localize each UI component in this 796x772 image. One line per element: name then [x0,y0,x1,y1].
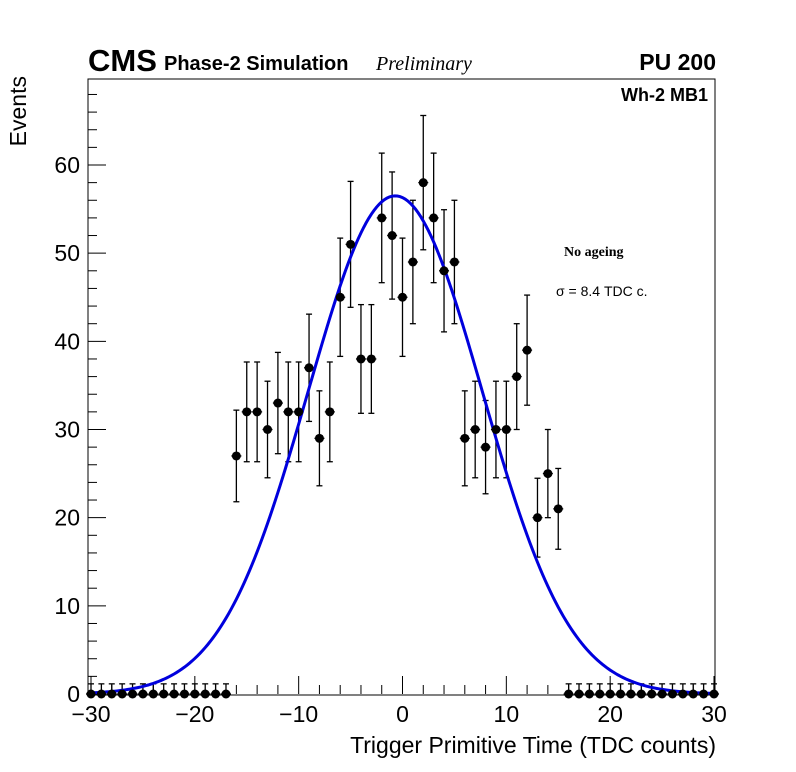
x-tick-labels: −30 −20 −10 0 10 20 30 [71,701,726,727]
data-point [273,398,283,408]
data-point [657,689,667,699]
data-point [595,689,605,699]
data-point [501,425,511,434]
pileup-label: PU 200 [639,49,716,75]
data-point [179,689,189,699]
data-point [169,689,179,699]
x-tick-label: −20 [175,701,214,727]
data-point [626,689,636,699]
data-point [346,239,356,249]
data-point [138,689,148,699]
y-tick-label: 0 [67,681,80,707]
data-point [512,372,522,382]
data-point [325,407,335,417]
y-tick-label: 10 [54,593,80,619]
data-points [86,178,719,699]
data-point [221,689,231,699]
data-point [699,689,709,699]
data-point [543,469,553,479]
data-point [636,689,646,699]
data-point [647,689,657,699]
data-point [304,363,314,373]
data-point [564,689,574,699]
y-tick-labels: 0 10 20 30 40 50 60 [54,152,80,707]
data-point [356,354,366,364]
data-point [314,433,324,443]
data-point [688,689,698,699]
data-point [460,433,470,443]
data-point [159,689,169,699]
data-point [709,689,719,699]
x-tick-label: 0 [396,701,409,727]
data-point [117,689,127,699]
data-point [148,689,158,699]
data-point [366,354,376,364]
x-tick-label: 10 [494,701,520,727]
data-point [200,689,210,699]
sigma-annotation: σ = 8.4 TDC c. [556,283,648,299]
data-point [335,292,345,302]
data-point [429,213,439,223]
data-point [190,689,200,699]
error-bars [86,114,719,695]
data-point [242,407,252,417]
gaussian-fit-line [90,194,715,695]
data-point [211,689,221,699]
ageing-annotation: No ageing [564,245,624,260]
data-point [387,231,397,241]
data-point [294,407,304,417]
x-axis-title: Trigger Primitive Time (TDC counts) [350,732,716,758]
y-axis-title: Events [5,76,31,146]
data-point [491,425,501,434]
data-point [439,266,449,276]
data-point [96,689,106,699]
data-point [128,689,138,699]
data-point [418,178,428,188]
x-tick-label: 30 [701,701,727,727]
x-tick-label: −30 [71,701,110,727]
data-point [616,689,626,699]
data-point [377,213,387,223]
y-tick-label: 60 [54,152,80,178]
data-point [231,451,241,461]
data-point [107,689,117,699]
data-point [408,257,418,267]
data-point [86,689,96,699]
y-tick-label: 20 [54,505,80,531]
data-point [667,689,677,699]
data-point [553,504,563,514]
data-point [449,257,459,267]
data-point [605,689,615,699]
region-label: Wh-2 MB1 [621,85,708,105]
cms-label: CMS [88,43,157,78]
x-tick-label: 20 [597,701,623,727]
data-point [470,425,480,434]
data-point [532,513,542,523]
phase2-label: Phase-2 Simulation [164,53,349,75]
data-point [263,425,273,434]
data-point [574,689,584,699]
data-point [398,292,407,302]
preliminary-label: Preliminary [375,53,472,75]
data-point [481,442,491,452]
data-point [584,689,594,699]
data-point [522,345,532,355]
y-tick-label: 30 [54,417,80,443]
plot-frame [87,78,716,696]
x-tick-label: −10 [279,701,318,727]
data-point [283,407,293,417]
data-point [678,689,688,699]
axis-ticks [88,93,715,695]
y-tick-label: 40 [54,328,80,354]
y-tick-label: 50 [54,240,80,266]
data-point [252,407,262,417]
